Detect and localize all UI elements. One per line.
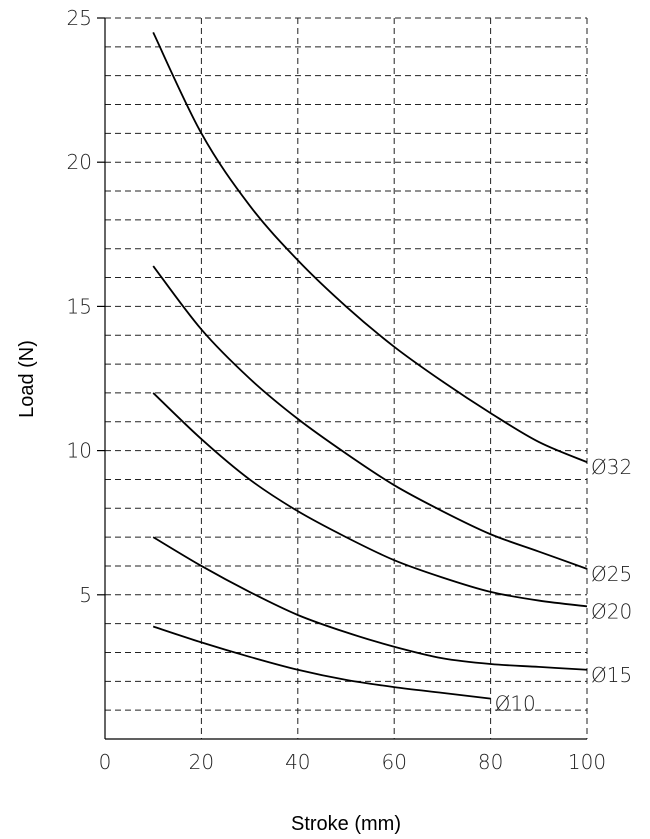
series-label: Ø15 <box>591 663 632 687</box>
x-tick-label: 80 <box>478 750 503 774</box>
grid <box>105 17 588 739</box>
series-label: Ø32 <box>591 455 632 479</box>
axes <box>104 18 587 740</box>
series-line <box>152 625 491 700</box>
y-tick-label: 5 <box>79 583 92 607</box>
x-tick-label: 60 <box>381 750 406 774</box>
x-tick-label: 0 <box>99 750 112 774</box>
y-tick-label: 20 <box>67 150 92 174</box>
series-lines <box>152 32 588 700</box>
y-tick-labels: 5 10 15 20 25 <box>67 6 105 607</box>
y-tick-label: 25 <box>67 6 92 30</box>
series-line <box>152 392 588 608</box>
series-line <box>152 536 588 671</box>
y-axis-label: Load (N) <box>16 340 38 418</box>
x-axis-label: Stroke (mm) <box>291 813 401 835</box>
series-label: Ø10 <box>495 692 536 716</box>
series-label: Ø25 <box>591 562 632 586</box>
series-line <box>152 32 588 463</box>
x-tick-label: 100 <box>568 750 606 774</box>
x-tick-label: 40 <box>285 750 310 774</box>
x-tick-label: 20 <box>189 750 214 774</box>
series-line <box>152 265 588 570</box>
y-tick-label: 15 <box>67 294 92 318</box>
x-tick-labels: 0 20 40 60 80 100 <box>99 750 606 774</box>
series-label: Ø20 <box>591 599 632 623</box>
y-tick-label: 10 <box>67 439 92 463</box>
series-labels: Ø32 Ø25 Ø20 Ø15 Ø10 <box>495 455 633 715</box>
